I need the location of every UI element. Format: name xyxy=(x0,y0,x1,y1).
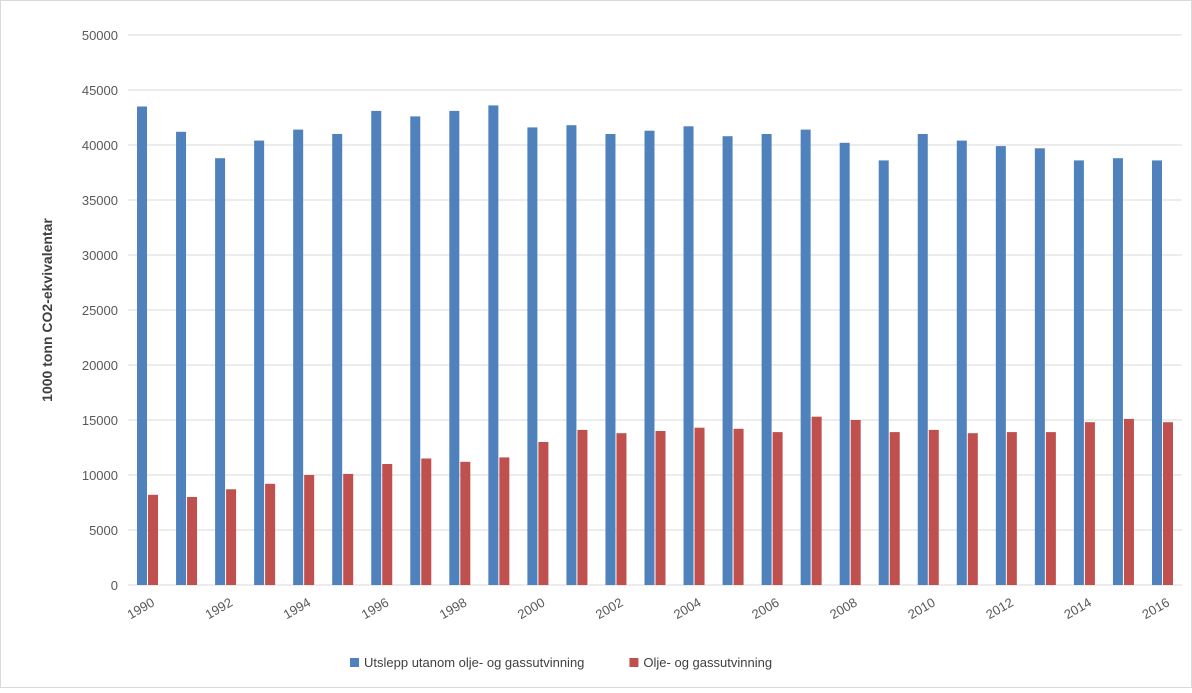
bar xyxy=(226,489,237,585)
bar xyxy=(265,483,276,585)
bar xyxy=(683,126,694,586)
bar xyxy=(1084,422,1095,585)
bar xyxy=(566,125,577,585)
bar xyxy=(995,146,1006,585)
y-tick-label: 25000 xyxy=(82,303,118,318)
bar xyxy=(499,457,510,585)
bar xyxy=(694,427,705,585)
legend-swatch xyxy=(629,658,639,667)
bar xyxy=(460,461,471,585)
y-tick-label: 10000 xyxy=(82,468,118,483)
bar xyxy=(332,134,343,585)
y-tick-label: 15000 xyxy=(82,413,118,428)
bar xyxy=(148,494,159,585)
y-tick-label: 45000 xyxy=(82,83,118,98)
y-tick-label: 50000 xyxy=(82,28,118,43)
bar xyxy=(1151,160,1162,585)
bar xyxy=(616,433,627,585)
bar xyxy=(293,129,304,585)
bar xyxy=(956,140,967,585)
y-axis-label: 1000 tonn CO2-ekvivalentar xyxy=(39,218,55,402)
bar xyxy=(655,431,666,585)
legend-swatch xyxy=(350,658,359,667)
bar xyxy=(1006,432,1017,585)
legend-label: Utslepp utanom olje- og gassutvinning xyxy=(364,655,584,670)
bar xyxy=(761,134,772,585)
y-tick-label: 0 xyxy=(111,578,118,593)
bar xyxy=(1034,148,1045,586)
bar xyxy=(733,428,744,585)
bar xyxy=(722,136,733,585)
bar xyxy=(488,105,499,586)
bar xyxy=(577,429,588,585)
bar xyxy=(644,130,655,585)
y-tick-label: 30000 xyxy=(82,248,118,263)
bar xyxy=(187,497,198,585)
bar xyxy=(605,134,616,585)
bar xyxy=(254,140,265,585)
bar xyxy=(1162,422,1173,585)
bar xyxy=(527,127,538,586)
y-tick-label: 35000 xyxy=(82,193,118,208)
bar xyxy=(304,475,315,585)
y-tick-label: 5000 xyxy=(89,523,118,538)
bar xyxy=(1045,432,1056,585)
bar xyxy=(449,110,460,586)
bar xyxy=(371,110,382,586)
bar xyxy=(1073,160,1084,585)
legend-label: Olje- og gassutvinning xyxy=(643,655,772,670)
bar xyxy=(176,131,187,586)
y-tick-label: 40000 xyxy=(82,138,118,153)
bar xyxy=(800,129,811,585)
bar xyxy=(928,429,939,585)
bar xyxy=(811,416,822,585)
bar xyxy=(1112,158,1123,585)
bar xyxy=(382,464,393,585)
bar xyxy=(917,134,928,585)
bar xyxy=(215,158,226,585)
bar xyxy=(421,458,432,585)
y-tick-label: 20000 xyxy=(82,358,118,373)
bar xyxy=(1123,418,1134,585)
bar xyxy=(850,420,861,585)
bar xyxy=(878,160,889,585)
bar xyxy=(839,142,850,586)
bar xyxy=(538,442,549,585)
bar xyxy=(967,433,978,585)
bar xyxy=(772,432,783,585)
bar xyxy=(343,473,354,585)
bar xyxy=(889,432,900,585)
bar xyxy=(137,106,148,585)
bar xyxy=(410,116,421,586)
